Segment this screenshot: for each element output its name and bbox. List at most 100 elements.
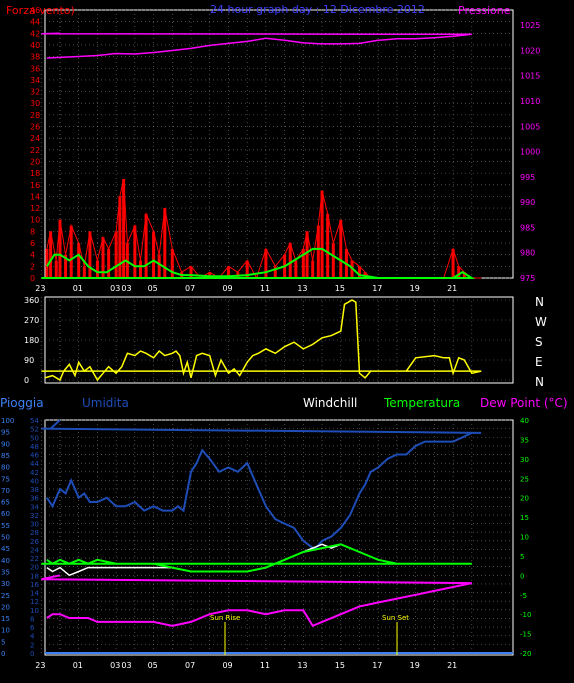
humidity-tick-label: 12 xyxy=(30,598,39,606)
humidity-tick-label: 22 xyxy=(30,555,39,563)
humidity-tick-label: 6 xyxy=(30,624,35,632)
pressure-tick-label: 1010 xyxy=(520,97,540,106)
temperature-tick-label: -10 xyxy=(520,611,531,619)
rain-tick-label: 60 xyxy=(1,510,10,518)
hour-tick-label: 09 xyxy=(222,661,232,670)
humidity-tick-label: 32 xyxy=(30,512,39,520)
wind-tick-label: 28 xyxy=(30,111,40,120)
humidity-tick-label: 8 xyxy=(30,615,34,623)
top-title-right: Pressione xyxy=(458,4,511,17)
hour-tick-label: 21 xyxy=(447,284,457,293)
hour-tick-label: 03 xyxy=(121,661,131,670)
humidity-tick-label: 52 xyxy=(30,426,39,434)
humidity-tick-label: 26 xyxy=(30,538,39,546)
rain-tick-label: 80 xyxy=(1,464,10,472)
rain-tick-label: 90 xyxy=(1,440,10,448)
wind-tick-label: 16 xyxy=(30,181,40,190)
temperature-tick-label: 30 xyxy=(520,456,529,464)
humidity-tick-label: 38 xyxy=(30,486,39,494)
wind-tick-label: 6 xyxy=(30,239,35,248)
direction-tick-label: 0 xyxy=(24,376,29,385)
hour-tick-label: 21 xyxy=(447,661,457,670)
hour-tick-label: 03 xyxy=(110,284,120,293)
wind-tick-label: 38 xyxy=(30,53,40,62)
hour-tick-label: 13 xyxy=(297,661,307,670)
temperature-tick-label: 35 xyxy=(520,436,529,444)
hour-tick-label: 07 xyxy=(185,284,195,293)
sunrise-label: Sun Rise xyxy=(210,614,240,622)
humidity-tick-label: 34 xyxy=(30,503,39,511)
humidity-tick-label: 44 xyxy=(30,460,39,468)
wind-tick-label: 10 xyxy=(30,216,40,225)
wind-tick-label: 44 xyxy=(30,18,40,27)
humidity-tick-label: 24 xyxy=(30,546,39,554)
direction-panel-frame xyxy=(44,296,514,384)
wind-tick-label: 22 xyxy=(30,146,40,155)
rain-tick-label: 50 xyxy=(1,534,10,542)
hour-tick-label: 15 xyxy=(335,284,345,293)
humidity-tick-label: 36 xyxy=(30,495,39,503)
direction-tick-label: 270 xyxy=(24,316,39,325)
pressure-tick-label: 1020 xyxy=(520,46,540,55)
data-marks xyxy=(41,32,513,654)
humidity-tick-label: 54 xyxy=(30,417,39,425)
hour-tick-label: 17 xyxy=(372,661,382,670)
dir-label-n-bottom: N xyxy=(535,375,544,389)
direction-tick-label: 90 xyxy=(24,356,34,365)
humidity-line xyxy=(41,419,482,551)
wind-tick-label: 40 xyxy=(30,41,40,50)
hour-tick-label: 03 xyxy=(121,284,131,293)
rain-tick-label: 35 xyxy=(1,568,10,576)
wind-tick-label: 0 xyxy=(30,274,35,283)
hour-tick-label: 07 xyxy=(185,661,195,670)
pressure-tick-label: 990 xyxy=(520,198,535,207)
hour-tick-label: 13 xyxy=(297,284,307,293)
hour-tick-label: 05 xyxy=(148,661,158,670)
humidity-tick-label: 30 xyxy=(30,521,39,529)
rain-tick-label: 70 xyxy=(1,487,10,495)
wind-tick-label: 2 xyxy=(30,262,35,271)
hour-tick-label: 05 xyxy=(148,284,158,293)
hour-tick-label: 19 xyxy=(410,284,420,293)
legend-windchill: Windchill xyxy=(303,396,357,410)
humidity-tick-label: 40 xyxy=(30,477,39,485)
rain-tick-label: 25 xyxy=(1,592,10,600)
wind-tick-label: 8 xyxy=(30,227,35,236)
hour-tick-label: 23 xyxy=(35,284,45,293)
temperature-tick-label: -5 xyxy=(520,592,527,600)
wind-average-line xyxy=(41,247,476,279)
legend-umidita: Umidita xyxy=(82,396,129,410)
humidity-tick-label: 4 xyxy=(30,633,35,641)
direction-tick-label: 180 xyxy=(24,336,39,345)
wind-tick-label: 20 xyxy=(30,157,40,166)
temperature-tick-label: 5 xyxy=(520,553,524,561)
wind-tick-label: 26 xyxy=(30,123,40,132)
pressure-line xyxy=(41,32,472,59)
humidity-tick-label: 20 xyxy=(30,564,39,572)
top-title-left: Forza vento) xyxy=(6,4,75,17)
rain-tick-label: 15 xyxy=(1,615,10,623)
pressure-tick-label: 985 xyxy=(520,223,535,232)
hour-tick-label: 19 xyxy=(410,661,420,670)
wind-tick-label: 36 xyxy=(30,64,40,73)
hour-tick-label: 03 xyxy=(110,661,120,670)
rain-tick-label: 65 xyxy=(1,499,10,507)
wind-tick-label: 12 xyxy=(30,204,40,213)
rain-tick-label: 85 xyxy=(1,452,10,460)
humidity-tick-label: 28 xyxy=(30,529,39,537)
hour-tick-label: 17 xyxy=(372,284,382,293)
humidity-tick-label: 42 xyxy=(30,469,39,477)
wind-tick-label: 4 xyxy=(30,251,35,260)
humidity-tick-label: 10 xyxy=(30,607,39,615)
humidity-tick-label: 18 xyxy=(30,572,39,580)
wind-tick-label: 14 xyxy=(30,192,40,201)
rain-tick-label: 100 xyxy=(1,417,14,425)
humidity-tick-label: 50 xyxy=(30,434,39,442)
legend-dewpoint: Dew Point (°C) xyxy=(480,396,568,410)
rain-tick-label: 40 xyxy=(1,557,10,565)
legend-temperatura: Temperatura xyxy=(383,396,460,410)
hour-tick-label: 11 xyxy=(260,661,270,670)
pressure-tick-label: 975 xyxy=(520,274,535,283)
